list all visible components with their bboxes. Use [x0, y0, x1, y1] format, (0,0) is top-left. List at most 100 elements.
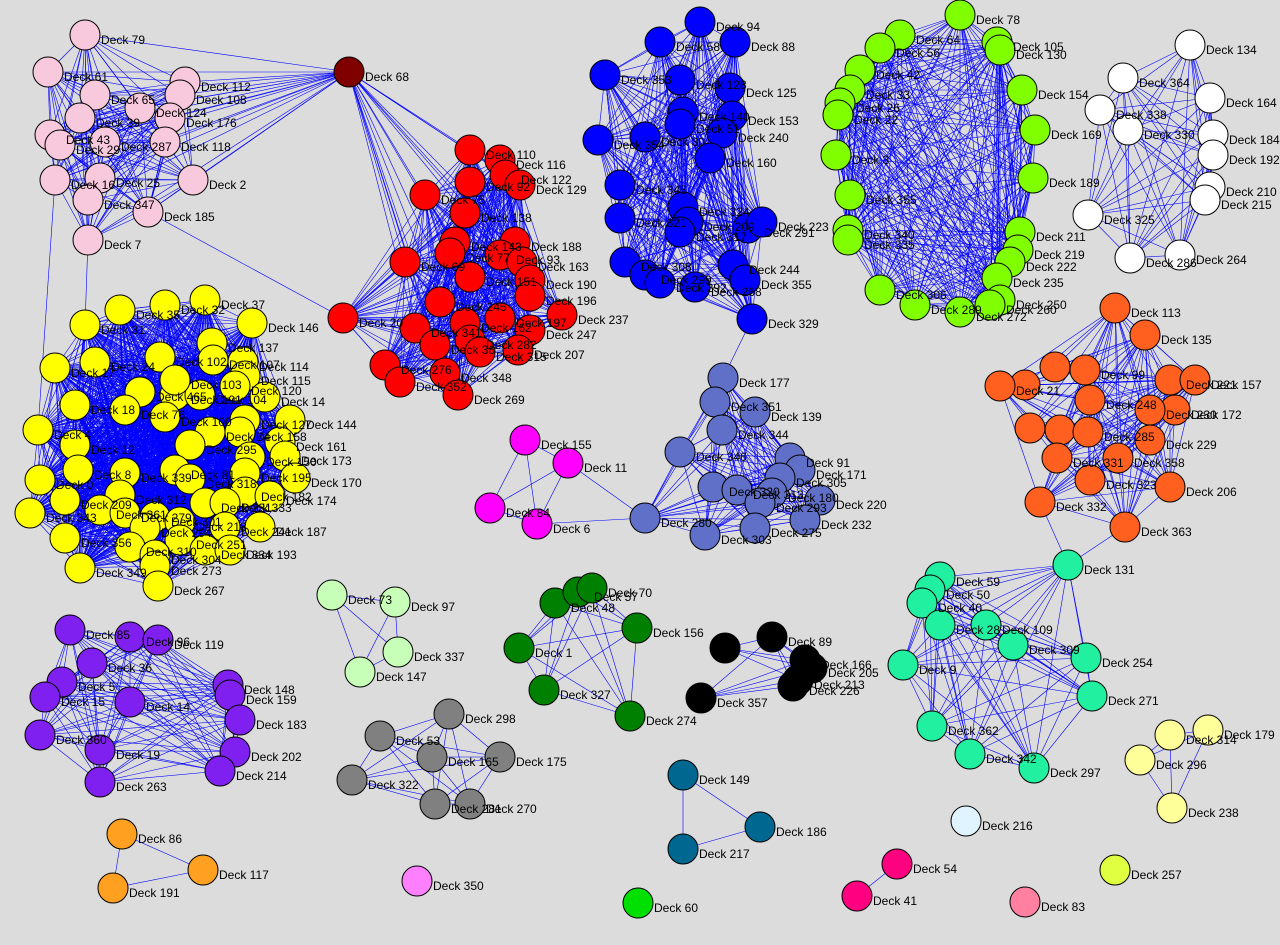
- node: [1052, 549, 1084, 581]
- node: [29, 681, 61, 713]
- edge: [1087, 186, 1211, 216]
- edge: [1127, 129, 1181, 256]
- edge: [879, 249, 1019, 291]
- node-label: Deck 289: [931, 303, 982, 317]
- node-label: Deck 78: [976, 13, 1020, 27]
- edge: [879, 41, 998, 291]
- node-label: Deck 4: [54, 428, 92, 442]
- node-label: Deck 327: [560, 688, 611, 702]
- node: [39, 352, 71, 384]
- edge: [619, 217, 753, 320]
- node-label: Deck 128: [696, 78, 747, 92]
- node-label: Deck 333: [241, 501, 292, 515]
- node-label: Deck 14: [146, 700, 190, 714]
- edge: [84, 34, 186, 83]
- node-label: Deck 35: [136, 308, 180, 322]
- edge: [679, 451, 781, 479]
- node-label: Deck 169: [1051, 128, 1102, 142]
- edge: [1039, 409, 1151, 503]
- node: [604, 169, 636, 201]
- node: [604, 202, 636, 234]
- node-label: Deck 41: [873, 894, 917, 908]
- edge: [624, 136, 646, 263]
- node-label: Deck 18: [91, 403, 135, 417]
- edge: [164, 304, 201, 396]
- node-label: Deck 151: [486, 275, 537, 289]
- node-label: Deck 280: [661, 516, 712, 530]
- node-label: Deck 188: [531, 240, 582, 254]
- node-label: Deck 6: [553, 522, 591, 536]
- node-label: Deck 83: [1041, 900, 1085, 914]
- node: [887, 649, 919, 681]
- node-label: Deck 339: [141, 471, 192, 485]
- node-label: Deck 39: [96, 116, 140, 130]
- edge: [839, 102, 1021, 233]
- node: [667, 833, 699, 865]
- node-label: Deck 344: [738, 428, 789, 442]
- edge: [342, 276, 471, 319]
- node-label: Deck 329: [768, 317, 819, 331]
- node: [236, 307, 268, 339]
- edge: [619, 157, 711, 186]
- edge: [914, 14, 961, 306]
- node-label: Deck 3: [852, 153, 890, 167]
- node-label: Deck 353: [621, 73, 672, 87]
- node-label: Deck 118: [181, 140, 231, 154]
- edge: [847, 239, 961, 313]
- edge: [59, 144, 89, 241]
- node-label: Deck 89: [788, 635, 832, 649]
- node-label: Deck 22: [854, 113, 898, 127]
- node-label: Deck 195: [261, 471, 312, 485]
- edge: [849, 89, 1036, 131]
- node-label: Deck 159: [246, 693, 297, 707]
- node-label: Deck 138: [481, 211, 532, 225]
- node-label: Deck 357: [717, 696, 768, 710]
- node: [419, 788, 451, 820]
- edge: [1087, 77, 1124, 216]
- node: [401, 865, 433, 897]
- edge: [644, 499, 821, 519]
- node: [528, 674, 560, 706]
- node-label: Deck 84: [506, 506, 550, 520]
- node-label: Deck 75: [441, 193, 485, 207]
- node: [1044, 414, 1076, 446]
- edge: [849, 129, 1036, 196]
- node-label: Deck 293: [776, 501, 827, 515]
- edge: [1087, 431, 1126, 528]
- node-label: Deck 210: [1226, 185, 1277, 199]
- node-label: Deck 19: [116, 748, 160, 762]
- node-label: Deck 337: [414, 650, 465, 664]
- node-label: Deck 317: [696, 230, 747, 244]
- edge: [847, 129, 1036, 231]
- node-label: Deck 125: [746, 86, 797, 100]
- node: [433, 698, 465, 730]
- node-label: Deck 260: [1006, 303, 1057, 317]
- node: [916, 710, 948, 742]
- edge: [835, 154, 1001, 301]
- node: [76, 647, 108, 679]
- edge: [1124, 409, 1176, 528]
- edge: [47, 71, 194, 181]
- node-label: Deck 147: [376, 670, 427, 684]
- edge: [839, 102, 1001, 301]
- node-label: Deck 364: [1139, 76, 1190, 90]
- edge: [879, 47, 991, 306]
- edge: [604, 74, 621, 186]
- edge: [1129, 154, 1214, 259]
- edge: [847, 231, 1021, 241]
- node: [22, 414, 54, 446]
- node: [54, 614, 86, 646]
- edge: [847, 229, 1011, 263]
- edge: [1129, 44, 1191, 259]
- edge: [879, 231, 1021, 291]
- edge: [679, 451, 791, 459]
- edge: [899, 34, 1036, 131]
- edge: [835, 154, 1034, 179]
- edge: [837, 114, 1021, 233]
- node-label: Deck 295: [206, 443, 257, 457]
- node-label: Deck 206: [1186, 485, 1237, 499]
- node: [777, 670, 809, 702]
- node: [106, 818, 138, 850]
- node-label: Deck 297: [1050, 766, 1101, 780]
